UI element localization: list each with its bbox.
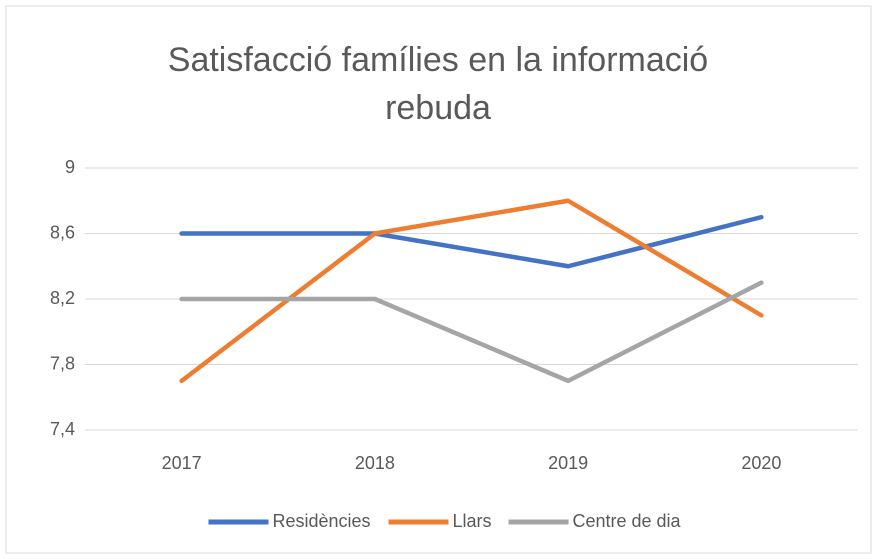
legend-label: Centre de dia: [573, 511, 682, 531]
x-tick-label: 2018: [355, 453, 395, 473]
x-tick-label: 2020: [741, 453, 781, 473]
y-tick-label: 9: [65, 157, 75, 177]
x-tick-label: 2017: [162, 453, 202, 473]
y-tick-label: 7,8: [50, 353, 75, 373]
chart-border: [5, 5, 872, 554]
y-tick-label: 8,6: [50, 222, 75, 242]
data-line: [179, 198, 764, 384]
legend-label: Llars: [453, 511, 492, 531]
data-line: [179, 214, 764, 269]
y-tick-label: 8,2: [50, 288, 75, 308]
data-line: [179, 280, 764, 384]
x-tick-label: 2019: [548, 453, 588, 473]
y-tick-label: 7,4: [50, 419, 75, 439]
chart-title: Satisfacció famílies en la informació re…: [167, 41, 709, 127]
legend-label: Residències: [273, 511, 371, 531]
